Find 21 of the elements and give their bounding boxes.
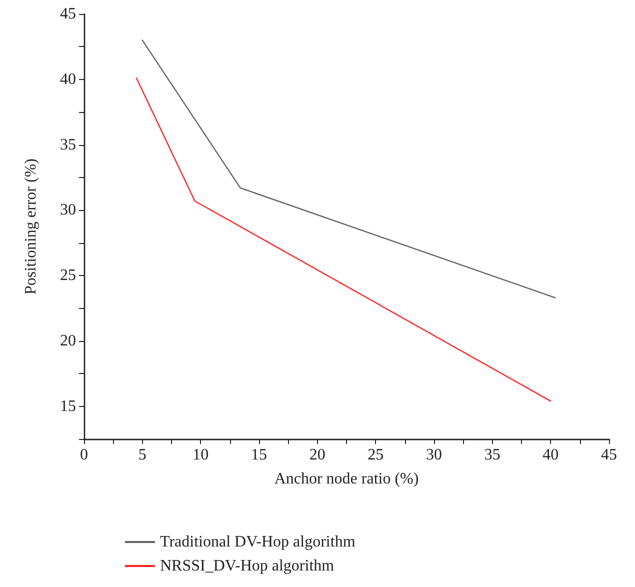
x-tick-label: 40 bbox=[542, 446, 559, 464]
x-tick-label: 35 bbox=[484, 446, 500, 464]
x-tick-label: 15 bbox=[251, 446, 267, 464]
y-tick-label: 40 bbox=[60, 70, 76, 88]
y-tick-label: 30 bbox=[60, 202, 76, 219]
legend-label: Traditional DV-Hop algorithm bbox=[160, 534, 356, 550]
x-tick-label: 25 bbox=[368, 446, 384, 464]
y-tick-label: 25 bbox=[60, 267, 76, 284]
legend-label: NRSSI_DV-Hop algorithm bbox=[160, 558, 335, 574]
x-tick-label: 10 bbox=[192, 446, 209, 464]
y-axis-title: Positioning error (%) bbox=[22, 158, 40, 294]
y-tick-label: 45 bbox=[60, 6, 76, 22]
x-tick-label: 30 bbox=[426, 446, 442, 464]
x-tick-label: 0 bbox=[80, 446, 88, 464]
x-tick-label: 20 bbox=[309, 446, 326, 464]
x-axis-title: Anchor node ratio (%) bbox=[274, 470, 419, 488]
x-tick-label: 5 bbox=[138, 446, 146, 464]
y-tick-label: 15 bbox=[60, 398, 76, 415]
x-tick-label: 45 bbox=[601, 446, 617, 464]
y-tick-label: 20 bbox=[60, 332, 76, 350]
y-tick-label: 35 bbox=[60, 136, 76, 154]
